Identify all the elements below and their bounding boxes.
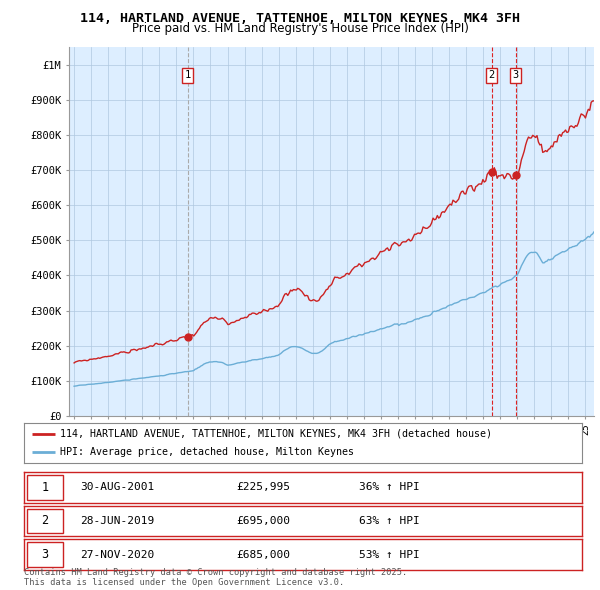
FancyBboxPatch shape [27,509,63,533]
Text: Contains HM Land Registry data © Crown copyright and database right 2025.
This d: Contains HM Land Registry data © Crown c… [24,568,407,587]
Text: 30-AUG-2001: 30-AUG-2001 [80,483,154,492]
Text: 114, HARTLAND AVENUE, TATTENHOE, MILTON KEYNES, MK4 3FH (detached house): 114, HARTLAND AVENUE, TATTENHOE, MILTON … [60,429,492,439]
Text: 53% ↑ HPI: 53% ↑ HPI [359,550,419,559]
Text: 1: 1 [185,70,191,80]
Text: 114, HARTLAND AVENUE, TATTENHOE, MILTON KEYNES, MK4 3FH: 114, HARTLAND AVENUE, TATTENHOE, MILTON … [80,12,520,25]
FancyBboxPatch shape [27,542,63,567]
Text: £685,000: £685,000 [236,550,290,559]
Text: 3: 3 [512,70,519,80]
Text: 2: 2 [488,70,494,80]
Text: 27-NOV-2020: 27-NOV-2020 [80,550,154,559]
Text: 63% ↑ HPI: 63% ↑ HPI [359,516,419,526]
Text: £225,995: £225,995 [236,483,290,492]
Text: HPI: Average price, detached house, Milton Keynes: HPI: Average price, detached house, Milt… [60,447,354,457]
Text: Price paid vs. HM Land Registry's House Price Index (HPI): Price paid vs. HM Land Registry's House … [131,22,469,35]
Text: 28-JUN-2019: 28-JUN-2019 [80,516,154,526]
FancyBboxPatch shape [27,475,63,500]
Text: 1: 1 [41,481,49,494]
Text: £695,000: £695,000 [236,516,290,526]
Text: 2: 2 [41,514,49,527]
Text: 36% ↑ HPI: 36% ↑ HPI [359,483,419,492]
Text: 3: 3 [41,548,49,561]
